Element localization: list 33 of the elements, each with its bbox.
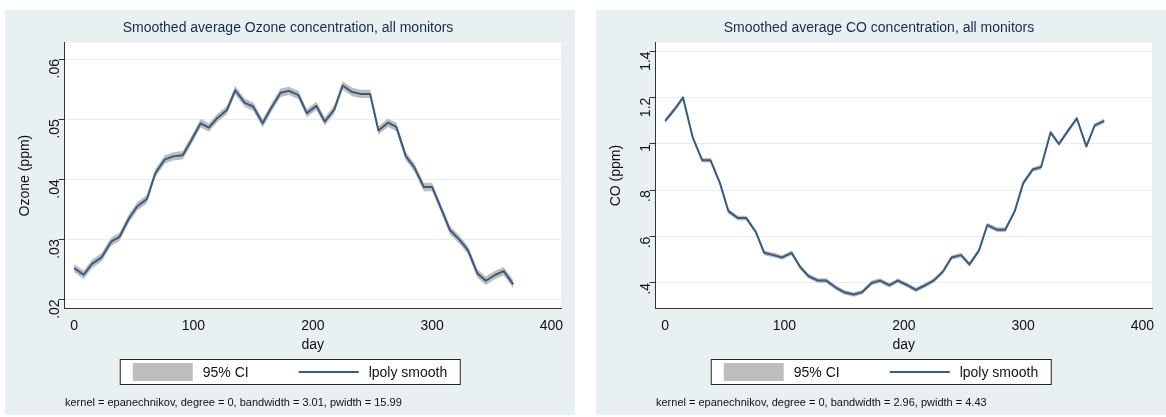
- x-tick-label: 300: [420, 316, 445, 333]
- x-tick-label: 400: [539, 316, 564, 333]
- chart-title: Smoothed average CO concentration, all monitors: [723, 19, 1035, 36]
- x-axis-title: day: [892, 336, 916, 353]
- y-tick-label: 1: [637, 143, 654, 152]
- text: 95% CI: [202, 364, 249, 380]
- text: kernel = epanechnikov, degree = 0, bandwidth = 2.96, pwidth = 4.43: [656, 396, 987, 408]
- y-tick-label: .8: [637, 190, 654, 202]
- y-tick-label: .02: [46, 299, 63, 319]
- y-tick-label: .06: [46, 58, 63, 79]
- y-axis-title: Ozone (ppm): [16, 134, 33, 217]
- text: kernel = epanechnikov, degree = 0, bandwidth = 3.01, pwidth = 15.99: [65, 396, 402, 408]
- x-tick-label: 0: [70, 316, 79, 333]
- x-tick-label: 300: [1011, 316, 1036, 333]
- y-tick-label: .04: [46, 179, 63, 199]
- legend-label: lpoly smooth: [959, 364, 1039, 380]
- x-tick-label: 400: [1130, 316, 1155, 333]
- y-tick-label: 1.2: [637, 97, 654, 118]
- x-tick-label: 100: [181, 316, 206, 333]
- y-tick-label: .03: [46, 239, 63, 259]
- x-tick-label: 0: [661, 316, 670, 333]
- x-tick-label: 100: [772, 316, 797, 333]
- y-tick-label: .4: [637, 282, 654, 295]
- x-axis-title: day: [301, 336, 325, 353]
- x-tick-label: 200: [892, 316, 916, 333]
- y-tick-label: .6: [637, 236, 654, 249]
- chart-title: Smoothed average Ozone concentration, all monitors: [122, 19, 454, 36]
- text: 95% CI: [793, 364, 840, 380]
- y-tick-label: 1.4: [637, 51, 654, 71]
- y-axis-title: CO (ppm): [607, 144, 624, 207]
- x-tick-label: 200: [301, 316, 325, 333]
- y-tick-label: .05: [46, 118, 63, 139]
- legend-label: lpoly smooth: [368, 364, 448, 380]
